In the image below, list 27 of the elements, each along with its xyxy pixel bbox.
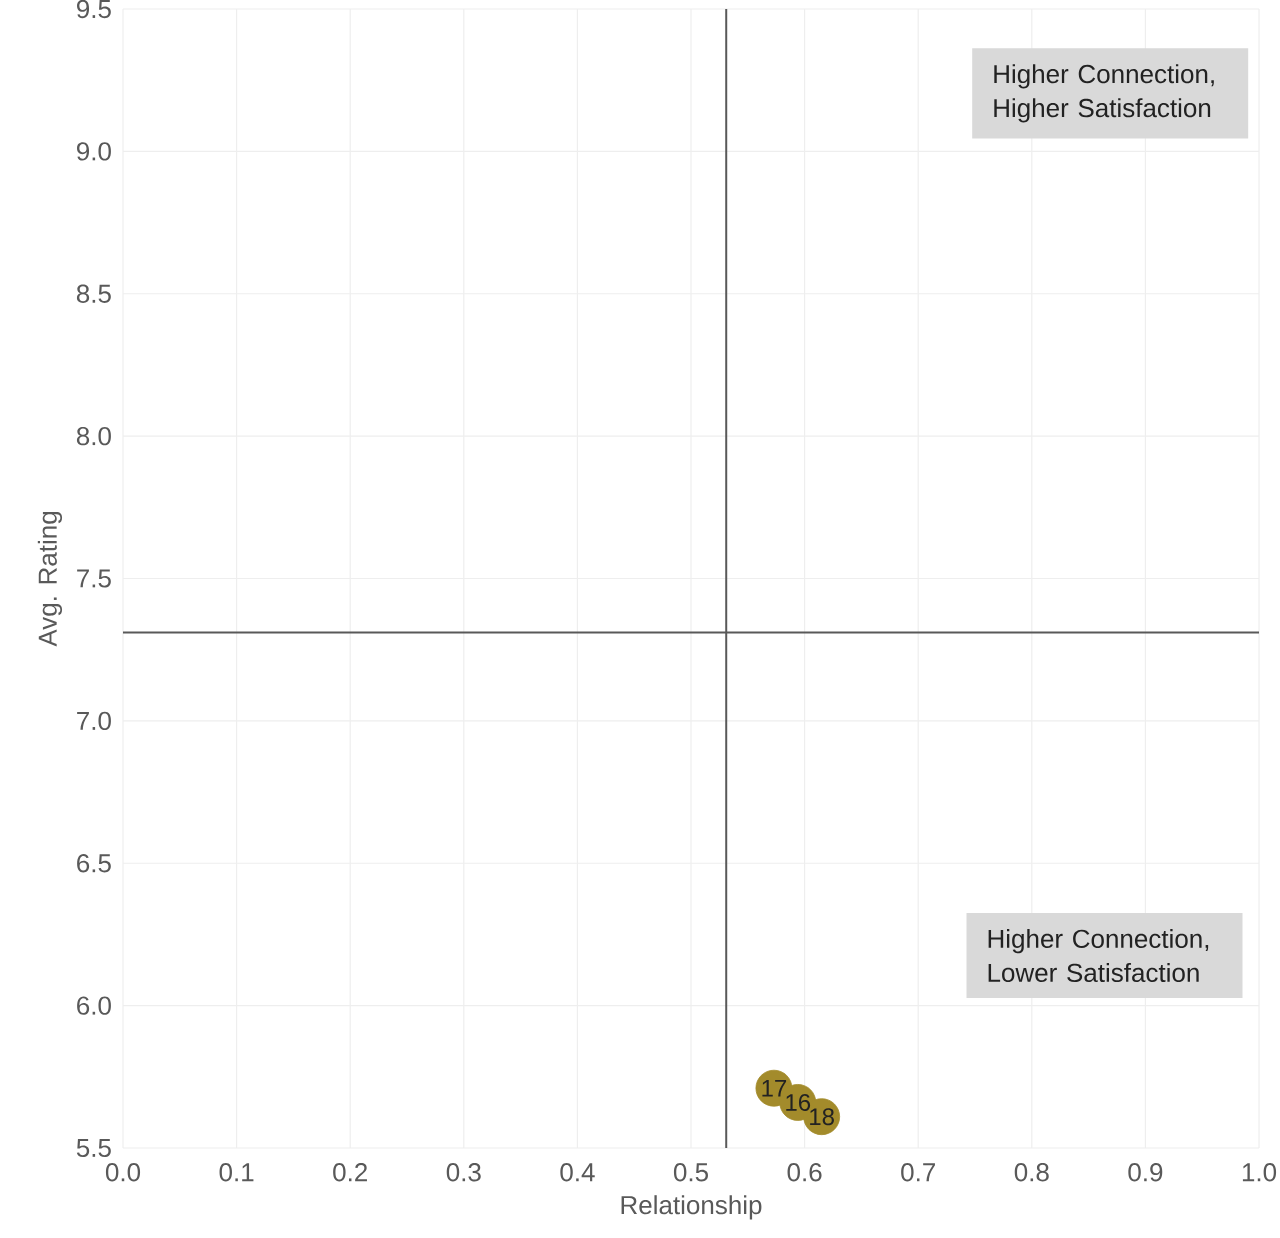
annotation: 17	[762, 1079, 787, 1097]
x-tick-label: 0.8	[1014, 1163, 1049, 1182]
x-tick-label: 0.2	[333, 1163, 367, 1182]
y-tick-label: 6.5	[77, 854, 111, 873]
y-tick-label: 6.0	[77, 996, 111, 1015]
x-tick-label: 0.4	[560, 1163, 595, 1182]
y-tick-label: 5.5	[76, 1138, 111, 1158]
x-tick-label: 0.1	[219, 1163, 254, 1182]
annotation: 18	[810, 1108, 834, 1126]
x-axis-title: Relationship	[621, 1195, 762, 1220]
x-tick-label: 0.6	[787, 1163, 822, 1182]
annotation: Higher Connection, Higher Satisfaction	[994, 64, 1214, 123]
y-tick-label: 7.0	[77, 711, 111, 731]
annotation: 16	[786, 1093, 811, 1111]
x-tick-label: 0.5	[673, 1163, 708, 1182]
x-tick-label: 0.9	[1128, 1163, 1163, 1182]
x-tick-label: 0.3	[446, 1163, 481, 1182]
x-tick-label: 1.0	[1242, 1163, 1277, 1182]
y-tick-label: 8.0	[76, 426, 111, 446]
x-tick-label: 0.0	[105, 1163, 141, 1182]
y-tick-label: 7.5	[77, 569, 111, 588]
annotation: Higher Connection, Lower Satisfaction	[988, 928, 1209, 983]
y-tick-label: 9.5	[77, 0, 111, 19]
x-tick-label: 0.7	[901, 1163, 935, 1182]
y-tick-label: 9.0	[77, 142, 111, 161]
y-tick-label: 8.5	[76, 284, 111, 303]
y-axis-title: Avg. Rating	[37, 512, 63, 647]
